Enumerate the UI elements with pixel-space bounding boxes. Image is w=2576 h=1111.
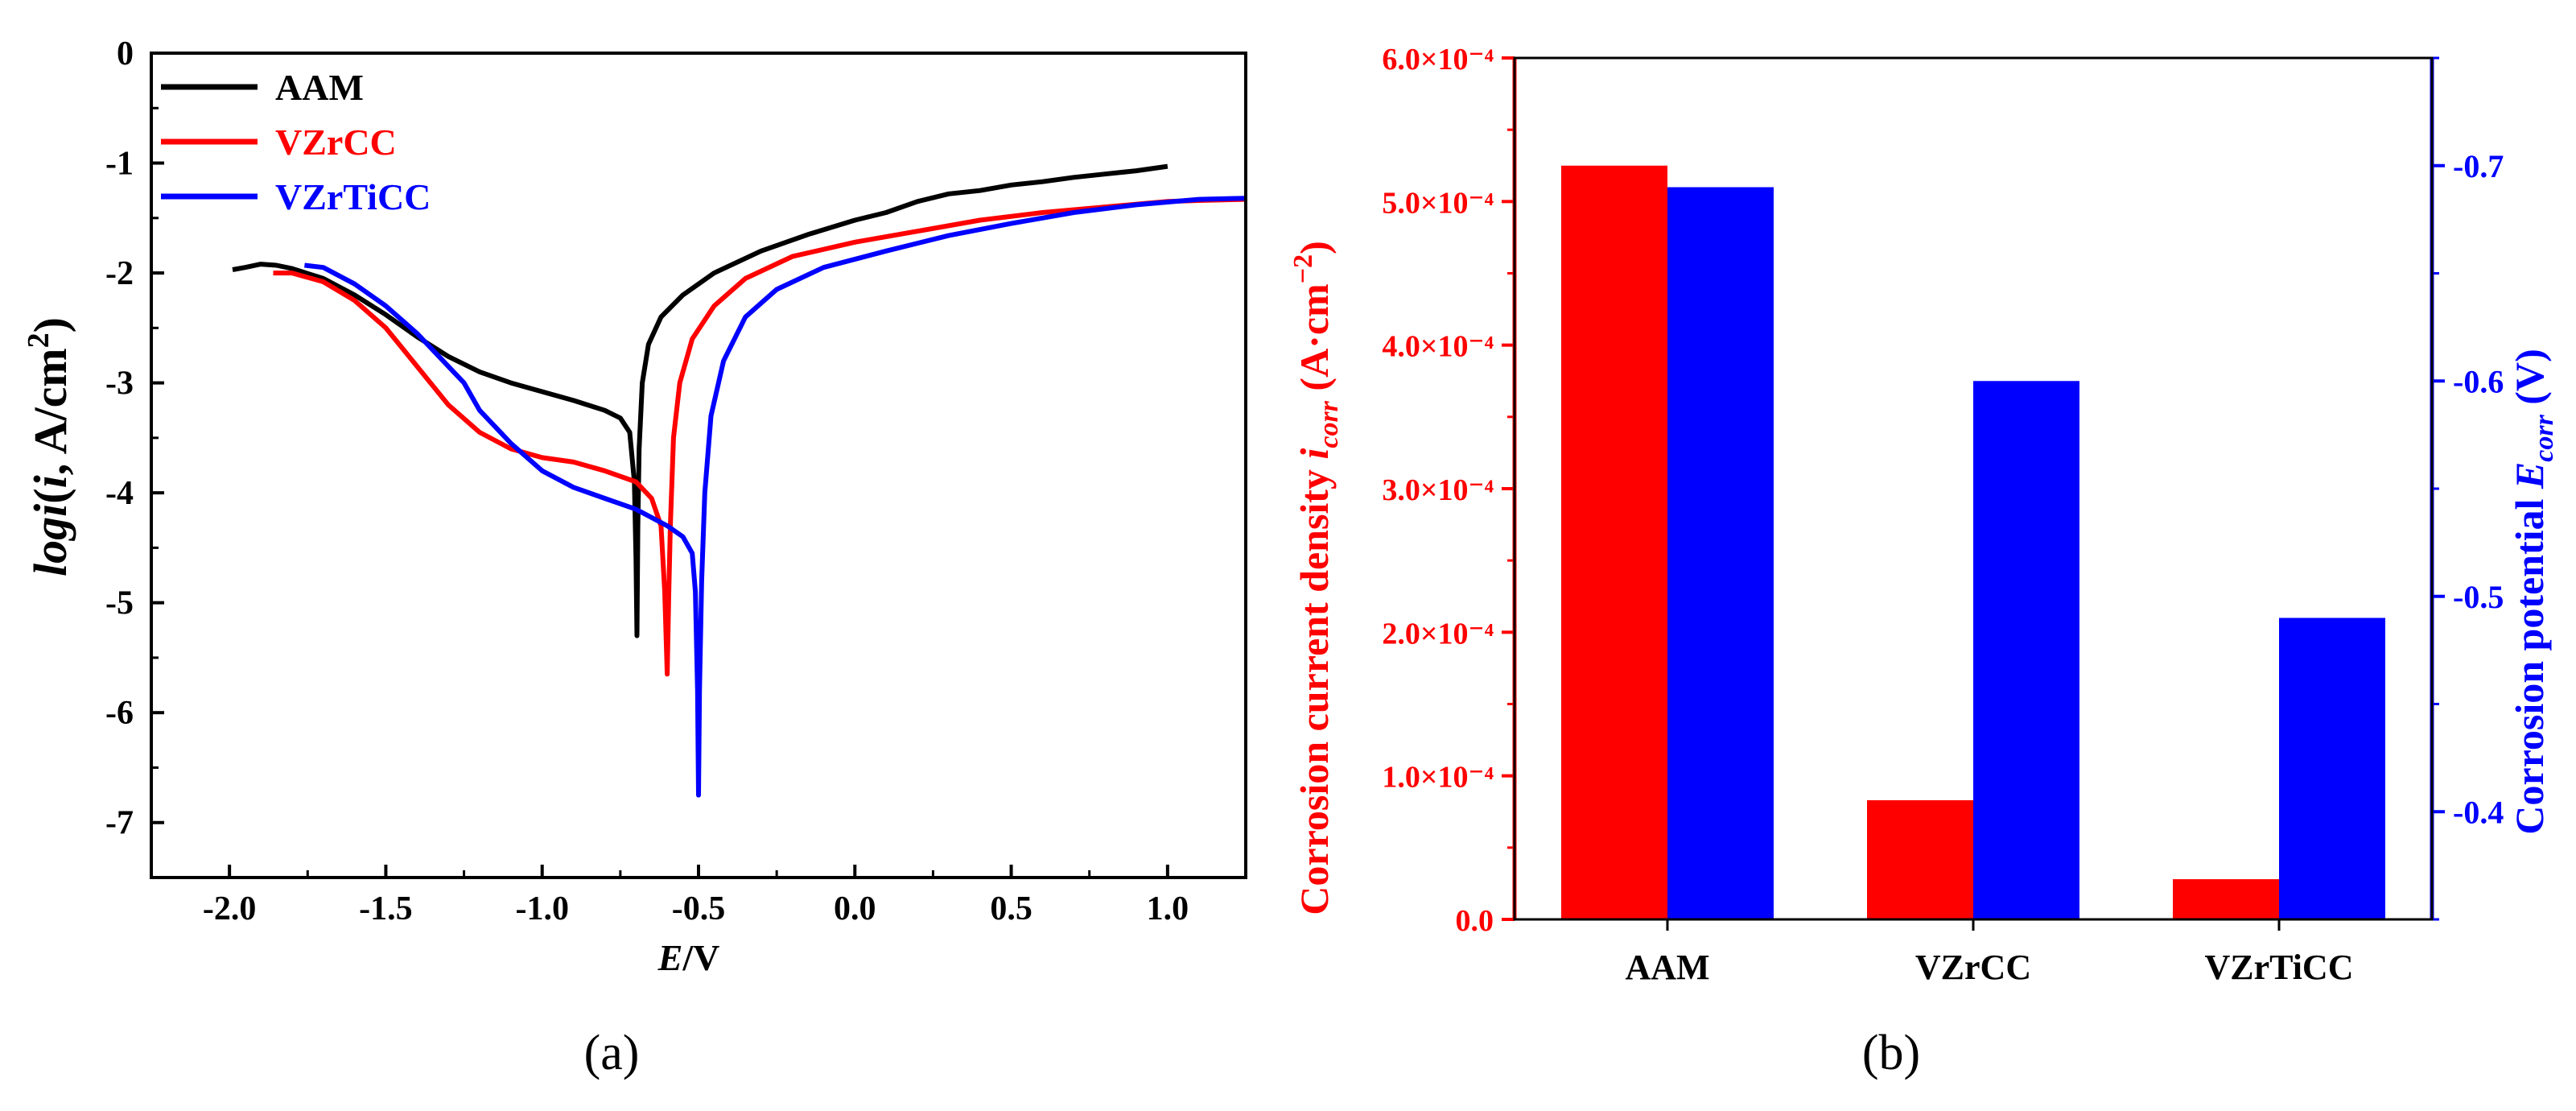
chart-a-x-tick-label: 0.0 — [834, 890, 876, 927]
chart-a-x-tick-label: -2.0 — [203, 890, 257, 927]
chart-a-x-tick-label: -1.0 — [515, 890, 569, 927]
chart-a-y-tick-label: -3 — [105, 366, 134, 403]
chart-a-caption: (a) — [584, 1026, 640, 1080]
series-line-aam — [232, 163, 1168, 638]
category-label-vzrcc: VZrCC — [1915, 948, 2031, 987]
chart-b-left-tick-label: 2.0×10⁻⁴ — [1382, 617, 1494, 650]
chart-b-frame — [1513, 56, 2434, 921]
chart-b-left-tick-label: 0.0 — [1456, 904, 1494, 938]
chart-b-corrosion-bars: AAM VZrCC VZrTiCC 0.0 1.0×10⁻⁴ 2.0×10⁻⁴ 3.0×1… — [1288, 43, 2559, 1080]
chart-b-left-tick-label: 1.0×10⁻⁴ — [1382, 761, 1494, 795]
chart-b-left-tick-label: 4.0×10⁻⁴ — [1382, 330, 1494, 364]
category-label-vzrticc: VZrTiCC — [2205, 948, 2354, 987]
chart-a-x-tick-label: 1.0 — [1147, 890, 1189, 927]
bar-icorr-vzrcc — [1867, 799, 1973, 919]
chart-a-y-axis-label: logi(i, A/cm2) — [22, 317, 76, 576]
chart-a-y-tick-label: -7 — [105, 805, 134, 842]
chart-a-y-tick-label: 0 — [117, 35, 134, 72]
chart-a-polarization: -2.0 -1.5 -1.0 -0.5 0.0 0.5 1.0 0 -1 -2 -3 -4 -5 -6 -7… — [22, 35, 1247, 1080]
chart-b-left-tick-label: 3.0×10⁻⁴ — [1382, 473, 1494, 507]
chart-a-y-tick-label: -4 — [105, 475, 134, 512]
chart-b-left-tick-label: 6.0×10⁻⁴ — [1382, 43, 1494, 76]
chart-b-left-axis-label: Corrosion current density icorr (A·cm−2) — [1288, 241, 1344, 915]
series-line-vzrcc — [273, 196, 1247, 677]
chart-a-x-tick-label: -0.5 — [672, 890, 726, 927]
legend-label-vzrcc: VZrCC — [275, 122, 397, 163]
legend-label-aam: AAM — [275, 67, 364, 108]
chart-a-x-tick-label: 0.5 — [990, 890, 1032, 927]
chart-a-y-tick-label: -5 — [105, 585, 134, 622]
bar-icorr-vzrticc — [2173, 879, 2279, 919]
chart-b-right-tick-label: -0.6 — [2453, 363, 2504, 399]
chart-a-y-tick-label: -6 — [105, 695, 134, 732]
chart-a-y-tick-label: -2 — [105, 255, 134, 292]
chart-b-bars: AAM VZrCC VZrTiCC — [1561, 165, 2385, 987]
bar-icorr-aam — [1561, 165, 1667, 919]
chart-b-left-tick-label: 5.0×10⁻⁴ — [1382, 186, 1494, 220]
bar-ecorr-vzrcc — [1973, 381, 2079, 919]
chart-a-ticks: -2.0 -1.5 -1.0 -0.5 0.0 0.5 1.0 0 -1 -2 -3 -4 -5 -6 -7 — [105, 35, 1189, 927]
chart-b-right-tick-label: -0.5 — [2453, 579, 2504, 615]
chart-b-caption: (b) — [1862, 1026, 1920, 1080]
chart-a-x-tick-label: -1.5 — [359, 890, 413, 927]
chart-a-lines — [232, 163, 1247, 798]
chart-b-right-tick-label: -0.4 — [2453, 794, 2504, 830]
chart-a-x-axis-label: E/V — [657, 937, 720, 978]
chart-a-frame — [150, 52, 1247, 879]
legend-label-vzrticc: VZrTiCC — [275, 176, 431, 217]
bar-ecorr-vzrticc — [2279, 617, 2385, 919]
chart-b-right-tick-label: -0.7 — [2453, 148, 2504, 184]
chart-a-y-tick-label: -1 — [105, 146, 134, 183]
chart-a-legend: AAM VZrCC VZrTiCC — [161, 67, 431, 217]
series-line-vzrticc — [304, 196, 1247, 798]
category-label-aam: AAM — [1625, 948, 1709, 987]
bar-ecorr-aam — [1667, 187, 1774, 919]
chart-b-right-axis-label: Corrosion potential Ecorr (V) — [2507, 349, 2559, 834]
